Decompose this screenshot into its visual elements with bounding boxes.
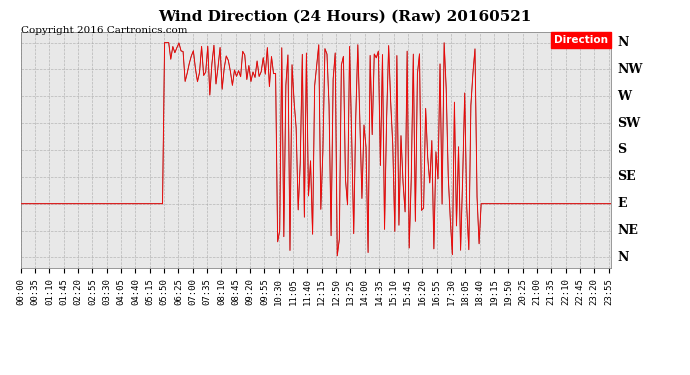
Text: Direction: Direction — [554, 34, 608, 45]
Text: Copyright 2016 Cartronics.com: Copyright 2016 Cartronics.com — [21, 26, 187, 35]
Text: NE: NE — [618, 224, 638, 237]
Text: SE: SE — [618, 170, 636, 183]
Text: SW: SW — [618, 117, 641, 130]
Text: Wind Direction (24 Hours) (Raw) 20160521: Wind Direction (24 Hours) (Raw) 20160521 — [158, 9, 532, 23]
Text: S: S — [618, 144, 627, 156]
Text: N: N — [618, 251, 629, 264]
Text: N: N — [618, 36, 629, 49]
Text: E: E — [618, 197, 627, 210]
Text: NW: NW — [618, 63, 643, 76]
Text: W: W — [618, 90, 631, 103]
